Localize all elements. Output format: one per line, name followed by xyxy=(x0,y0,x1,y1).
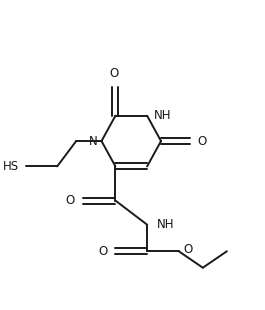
Text: O: O xyxy=(198,135,207,148)
Text: O: O xyxy=(99,245,108,258)
Text: HS: HS xyxy=(3,160,19,173)
Text: O: O xyxy=(184,243,193,256)
Text: NH: NH xyxy=(153,109,171,122)
Text: NH: NH xyxy=(157,218,175,231)
Text: N: N xyxy=(89,135,98,148)
Text: O: O xyxy=(109,67,119,80)
Text: O: O xyxy=(66,194,75,207)
